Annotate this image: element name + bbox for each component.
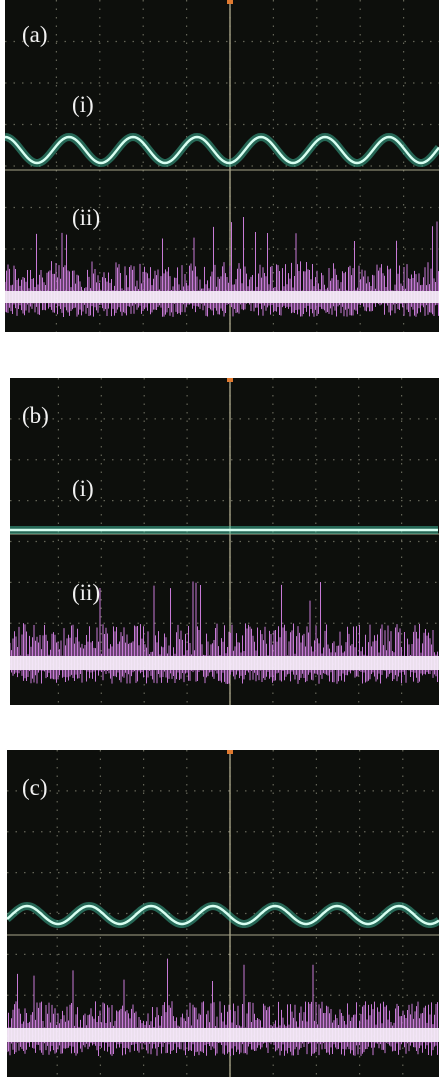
noise-band <box>10 656 439 670</box>
sine-trace <box>7 904 439 926</box>
trigger-marker <box>227 750 233 754</box>
panel-label: (b) <box>22 403 49 428</box>
trace-label: (ii) <box>72 205 100 230</box>
sine-trace <box>5 135 439 165</box>
noise-band <box>5 291 439 303</box>
scope-panel: (a) (i) (ii) <box>5 0 439 332</box>
scope-panel: (c) <box>7 750 439 1077</box>
trigger-marker <box>227 0 233 4</box>
scope-panel: (b) (i) (ii) <box>10 378 439 705</box>
trace-label: (i) <box>72 476 94 501</box>
trace-label: (i) <box>72 92 94 117</box>
panel-label: (c) <box>22 775 48 800</box>
noise-band <box>7 1028 439 1042</box>
panel-label: (a) <box>22 22 48 47</box>
trigger-marker <box>227 378 233 382</box>
trace-label: (ii) <box>72 580 100 605</box>
